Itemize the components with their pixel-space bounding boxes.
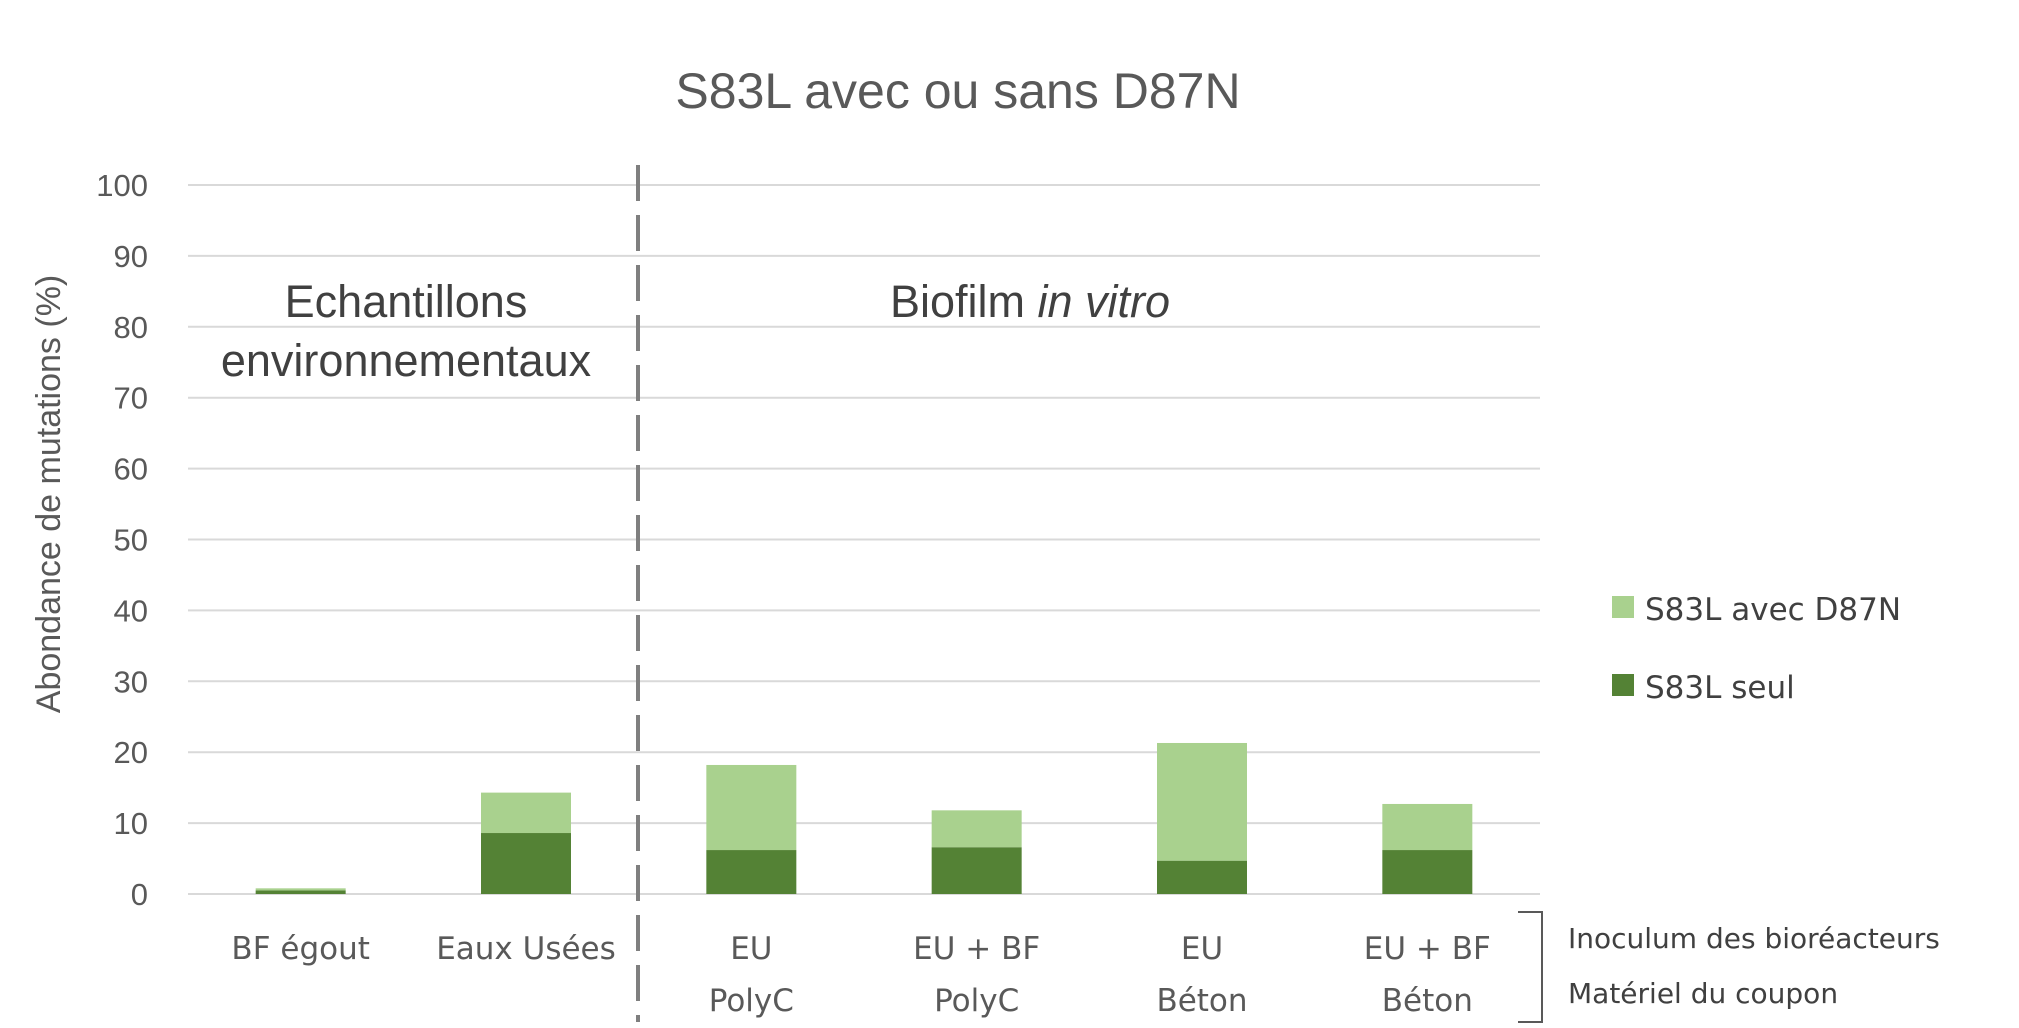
bar-segment xyxy=(481,833,571,894)
bar-segment xyxy=(481,792,571,834)
legend-label: S83L seul xyxy=(1645,670,1795,706)
section-label-line: Echantillons xyxy=(285,276,528,327)
chart-title: S83L avec ou sans D87N xyxy=(675,63,1240,119)
x-tick-label: Eaux Usées xyxy=(436,931,616,967)
x-tick-label: BF égout xyxy=(231,931,369,967)
bar-segment xyxy=(255,888,346,891)
legend: S83L avec D87N S83L seul xyxy=(1612,592,1901,706)
bar-segment xyxy=(255,890,346,894)
bracket-label-coupon: Matériel du coupon xyxy=(1568,977,1838,1010)
y-tick-label: 10 xyxy=(114,806,148,841)
bracket xyxy=(1518,911,1543,1023)
y-tick-labels: 0 10 20 30 40 50 60 70 80 90 100 xyxy=(96,168,148,912)
legend-swatch xyxy=(1612,596,1634,618)
x-tick-label: Béton xyxy=(1156,983,1247,1019)
legend-swatch xyxy=(1612,674,1634,696)
y-tick-label: 40 xyxy=(114,593,148,628)
section-label-biofilm: Biofilm in vitro xyxy=(890,276,1170,327)
y-tick-label: 90 xyxy=(114,239,148,274)
gridlines xyxy=(188,184,1540,895)
y-tick-label: 60 xyxy=(114,452,148,487)
legend-label: S83L avec D87N xyxy=(1645,592,1901,628)
y-tick-label: 30 xyxy=(114,664,148,699)
x-tick-label: EU + BF xyxy=(913,931,1040,967)
y-tick-label: 100 xyxy=(96,168,148,203)
x-tick-label: Béton xyxy=(1382,983,1473,1019)
section-label-text: Biofilm xyxy=(890,276,1038,327)
x-tick-label: EU + BF xyxy=(1364,931,1491,967)
bars xyxy=(255,742,1473,894)
bar-segment xyxy=(931,810,1022,848)
y-tick-label: 80 xyxy=(114,310,148,345)
section-label-italic: in vitro xyxy=(1037,276,1170,327)
section-label-environmental: Echantillons environnementaux xyxy=(221,276,592,386)
bar-segment xyxy=(1382,803,1473,851)
bar-segment xyxy=(1382,850,1473,894)
y-tick-label: 20 xyxy=(114,735,148,770)
y-axis-label: Abondance de mutations (%) xyxy=(30,275,68,713)
x-tick-labels: BF égout Eaux Usées EU PolyC EU + BF PolyC EU B… xyxy=(231,931,1490,1019)
bar-segment xyxy=(931,847,1022,894)
bracket-label-inoculum: Inoculum des bioréacteurs xyxy=(1568,922,1940,955)
section-label-line: environnementaux xyxy=(221,335,592,386)
x-tick-label: EU xyxy=(730,931,772,967)
x-tick-label: PolyC xyxy=(934,983,1019,1019)
x-tick-label: EU xyxy=(1181,931,1223,967)
y-tick-label: 0 xyxy=(131,877,148,912)
bar-segment xyxy=(1157,742,1247,861)
x-tick-label: PolyC xyxy=(709,983,794,1019)
bar-segment xyxy=(1157,860,1247,894)
bar-segment xyxy=(706,850,797,894)
bar-segment xyxy=(706,764,797,851)
y-tick-label: 70 xyxy=(114,381,148,416)
y-tick-label: 50 xyxy=(114,523,148,558)
